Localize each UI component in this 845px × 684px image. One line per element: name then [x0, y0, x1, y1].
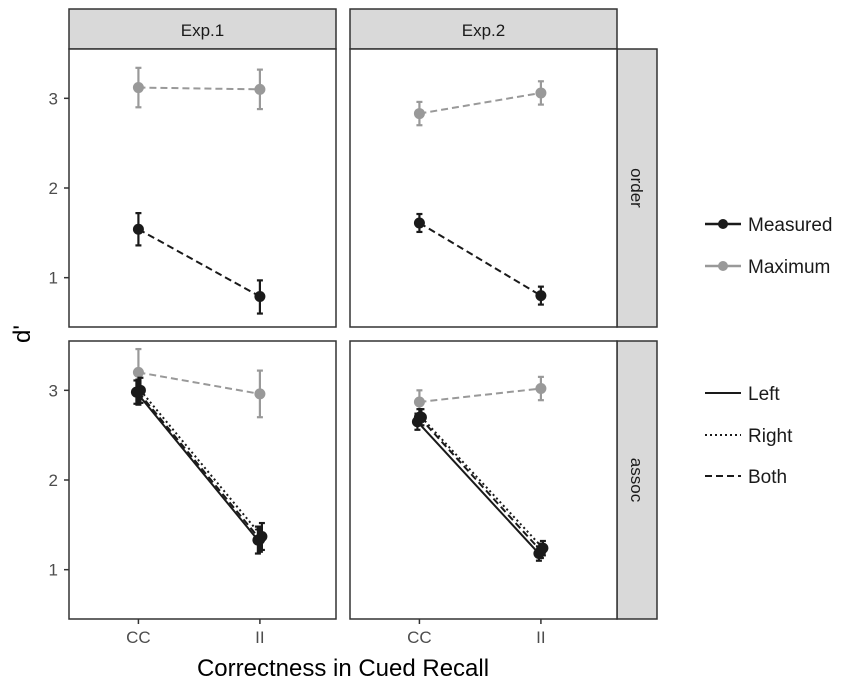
data-point	[254, 83, 266, 95]
data-point	[132, 223, 144, 235]
panel-data-Exp1-assoc	[130, 347, 268, 555]
x-tick-label: II	[255, 628, 264, 647]
strip-label-row-1: assoc	[627, 458, 646, 503]
legend-side: Left Right Both	[705, 384, 793, 488]
x-axis-title: Correctness in Cued Recall	[197, 655, 489, 682]
data-point	[254, 533, 266, 545]
legend-type: Measured Maximum	[705, 215, 833, 278]
series-line	[135, 391, 259, 541]
x-tick-label: CC	[126, 628, 151, 647]
panel-data-Exp2-order	[413, 80, 547, 306]
legend-measured-label: Measured	[748, 215, 833, 236]
y-tick-label: 1	[49, 561, 58, 580]
legend-right-label: Right	[748, 426, 793, 447]
series-line	[418, 222, 542, 297]
legend-both-label: Both	[748, 467, 787, 488]
series-line	[418, 416, 542, 552]
data-marks	[130, 66, 549, 562]
legend-measured-point	[718, 219, 728, 229]
data-point	[413, 217, 425, 229]
y-tick-label: 2	[49, 471, 58, 490]
y-tick-label: 3	[49, 89, 58, 108]
legend-left-label: Left	[748, 384, 780, 405]
strip-label-col-1: Exp.2	[462, 21, 505, 40]
panel-exp2-assoc	[349, 340, 618, 620]
data-point	[413, 396, 425, 408]
x-tick-label: CC	[407, 628, 432, 647]
series-line	[137, 228, 261, 298]
panel-exp2-order	[349, 48, 618, 328]
series-line	[137, 391, 261, 540]
legend-maximum-label: Maximum	[748, 257, 830, 278]
data-point	[254, 291, 266, 303]
series-line	[138, 86, 260, 91]
data-point	[254, 388, 266, 400]
data-point	[413, 411, 425, 423]
y-axis-title: d'	[9, 325, 36, 343]
panel-exp1-order	[68, 48, 337, 328]
data-point	[132, 366, 144, 378]
strip-label-col-0: Exp.1	[181, 21, 224, 40]
y-tick-label: 3	[49, 381, 58, 400]
data-point	[535, 87, 547, 99]
series-line	[419, 387, 542, 403]
data-point	[535, 545, 547, 557]
data-point	[413, 108, 425, 120]
legend-maximum-point	[718, 261, 728, 271]
series-line	[419, 91, 542, 115]
strip-col-0	[68, 8, 337, 50]
axis-ticks: 1 2 3 1 2 3 CC II CC II	[49, 89, 546, 647]
data-point	[132, 82, 144, 94]
strip-row-0	[616, 48, 658, 328]
series-line	[416, 421, 540, 555]
data-point	[132, 386, 144, 398]
data-point	[535, 383, 547, 395]
y-tick-label: 1	[49, 269, 58, 288]
x-tick-label: II	[536, 628, 545, 647]
strip-label-row-0: order	[627, 168, 646, 208]
series-line	[139, 389, 263, 538]
data-point	[535, 290, 547, 302]
strip-col-1	[349, 8, 618, 50]
panel-exp1-assoc	[68, 340, 337, 620]
panel-data-Exp1-order	[132, 66, 266, 315]
strip-row-1	[616, 340, 658, 620]
y-tick-label: 2	[49, 179, 58, 198]
series-line	[138, 371, 261, 395]
panel-data-Exp2-assoc	[411, 375, 549, 562]
